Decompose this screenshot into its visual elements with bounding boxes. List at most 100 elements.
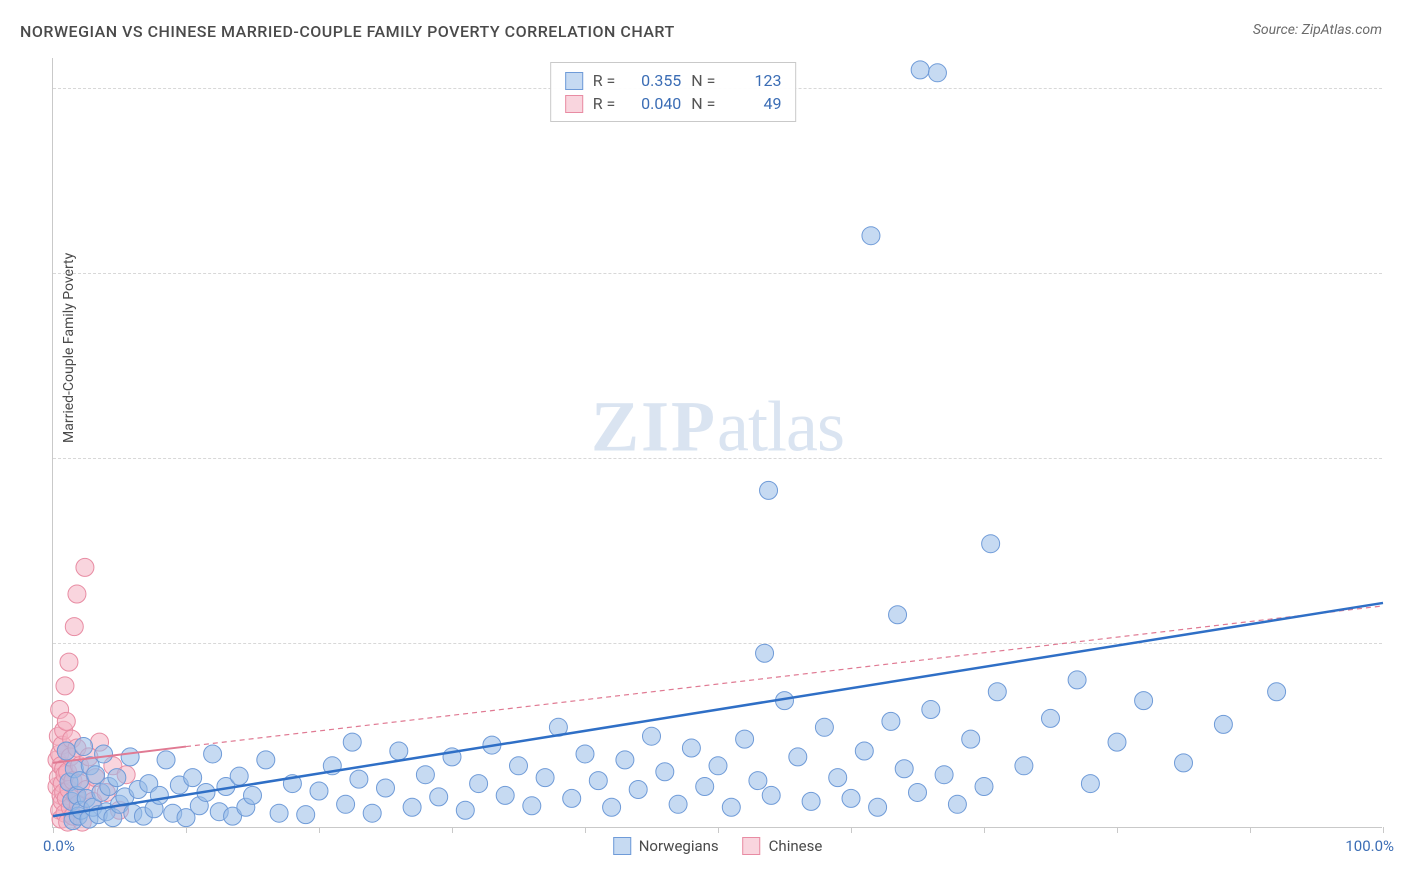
swatch-norwegians	[565, 72, 583, 90]
legend-item-chinese: Chinese	[743, 837, 823, 855]
trend-lines	[53, 603, 1383, 816]
swatch-chinese-2	[743, 837, 761, 855]
stat-N-nor: 123	[725, 71, 781, 90]
data-point	[95, 745, 113, 763]
stat-N-label: N =	[691, 71, 715, 90]
data-point	[184, 769, 202, 787]
data-point	[962, 730, 980, 748]
data-point	[815, 718, 833, 736]
xtick	[1383, 827, 1384, 833]
xtick	[452, 827, 453, 833]
data-point	[430, 788, 448, 806]
x-axis-max-label: 100.0%	[1345, 837, 1394, 855]
data-point	[416, 766, 434, 784]
data-point	[988, 683, 1006, 701]
data-point	[656, 763, 674, 781]
stat-N-label-2: N =	[691, 94, 715, 113]
data-point	[1108, 733, 1126, 751]
data-point	[975, 778, 993, 796]
trend-line	[186, 606, 1383, 747]
data-point	[456, 801, 474, 819]
source-label: Source: ZipAtlas.com	[1253, 22, 1382, 38]
chart-title: NORWEGIAN VS CHINESE MARRIED-COUPLE FAMI…	[20, 22, 675, 41]
data-point	[982, 535, 1000, 553]
data-point	[1081, 775, 1099, 793]
xtick	[718, 827, 719, 833]
data-point	[75, 738, 93, 756]
data-point	[270, 804, 288, 822]
xtick	[186, 827, 187, 833]
data-point	[696, 778, 714, 796]
data-point	[68, 585, 86, 603]
bottom-legend: Norwegians Chinese	[613, 837, 823, 855]
data-point	[337, 795, 355, 813]
data-point	[1068, 671, 1086, 689]
trend-line	[53, 603, 1383, 816]
data-point	[65, 618, 83, 636]
data-point	[523, 797, 541, 815]
data-point	[377, 779, 395, 797]
series-norwegians-points	[57, 61, 1285, 830]
data-point	[922, 701, 940, 719]
data-point	[709, 757, 727, 775]
data-point	[909, 783, 927, 801]
data-point	[1042, 709, 1060, 727]
data-point	[297, 806, 315, 824]
x-axis-min-label: 0.0%	[43, 837, 75, 855]
data-point	[882, 712, 900, 730]
stat-N-chi: 49	[725, 94, 781, 113]
xtick	[984, 827, 985, 833]
data-point	[350, 770, 368, 788]
swatch-chinese	[565, 95, 583, 113]
data-point	[257, 751, 275, 769]
xtick	[851, 827, 852, 833]
data-point	[682, 739, 700, 757]
stat-R-nor: 0.355	[625, 71, 681, 90]
data-point	[669, 795, 687, 813]
data-point	[57, 712, 75, 730]
xtick	[1117, 827, 1118, 833]
data-point	[802, 792, 820, 810]
data-point	[1135, 692, 1153, 710]
data-point	[948, 795, 966, 813]
swatch-norwegians-2	[613, 837, 631, 855]
data-point	[470, 775, 488, 793]
data-point	[1214, 715, 1232, 733]
data-point	[343, 733, 361, 751]
data-point	[536, 769, 554, 787]
data-point	[762, 786, 780, 804]
data-point	[244, 786, 262, 804]
data-point	[150, 786, 168, 804]
data-point	[390, 742, 408, 760]
data-point	[363, 804, 381, 822]
data-point	[76, 558, 94, 576]
data-point	[71, 772, 89, 790]
data-point	[722, 798, 740, 816]
data-point	[589, 772, 607, 790]
data-point	[889, 606, 907, 624]
data-point	[629, 781, 647, 799]
xtick	[585, 827, 586, 833]
data-point	[510, 757, 528, 775]
data-point	[603, 798, 621, 816]
stats-row-norwegians: R = 0.355 N = 123	[565, 69, 782, 92]
data-point	[1015, 757, 1033, 775]
stats-legend-box: R = 0.355 N = 123 R = 0.040 N = 49	[550, 62, 797, 122]
xtick	[1250, 827, 1251, 833]
data-point	[1268, 683, 1286, 701]
xtick	[319, 827, 320, 833]
data-point	[869, 798, 887, 816]
data-point	[563, 789, 581, 807]
data-point	[616, 751, 634, 769]
scatter-svg	[53, 58, 1382, 827]
data-point	[862, 227, 880, 245]
data-point	[935, 766, 953, 784]
data-point	[57, 742, 75, 760]
data-point	[749, 772, 767, 790]
data-point	[760, 481, 778, 499]
data-point	[911, 61, 929, 79]
data-point	[204, 745, 222, 763]
data-point	[895, 760, 913, 778]
data-point	[576, 745, 594, 763]
data-point	[230, 767, 248, 785]
